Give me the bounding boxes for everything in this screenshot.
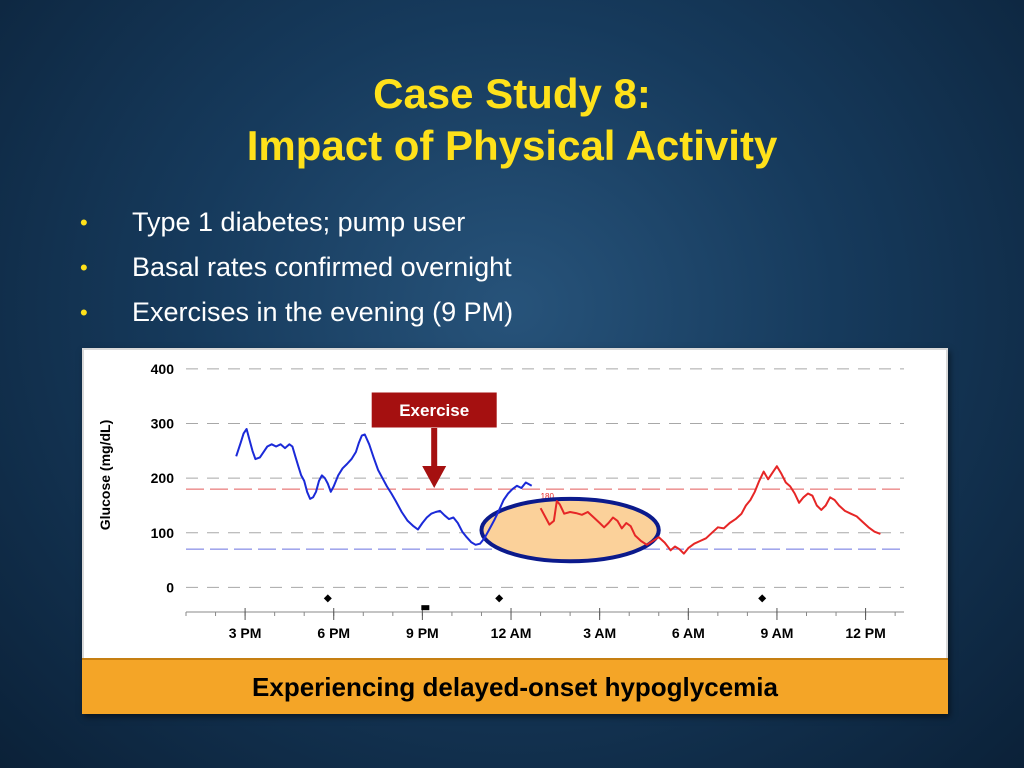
exercise-label-box: [370, 391, 498, 429]
bullet-item: • Type 1 diabetes; pump user: [78, 200, 978, 245]
bullet-text: Basal rates confirmed overnight: [132, 252, 512, 282]
x-tick-label: 12 PM: [845, 625, 885, 641]
glucose-chart: 0 100 200 300 400 3 PM 6 PM 9 PM 12 AM 3 AM 6 AM 9 …: [97, 361, 904, 641]
title-line-2: Impact of Physical Activity: [246, 122, 778, 169]
y-axis-label: Glucose (mg/dL): [97, 420, 113, 530]
bullet-text: Exercises in the evening (9 PM): [132, 297, 514, 327]
title-line-1: Case Study 8:: [373, 70, 651, 117]
x-tick-label: 3 AM: [583, 625, 616, 641]
banner-text: Experiencing delayed-onset hypoglycemia: [252, 671, 778, 702]
event-marker: [421, 605, 430, 611]
event-marker: [323, 594, 332, 603]
bullet-icon: •: [80, 300, 88, 325]
hypoglycemia-highlight-ellipse: [479, 496, 661, 564]
conclusion-banner: Experiencing delayed-onset hypoglycemia: [82, 658, 948, 714]
y-tick-label: 100: [151, 525, 175, 541]
bullet-item: • Basal rates confirmed overnight: [78, 245, 978, 290]
glucose-chart-panel: 0 100 200 300 400 3 PM 6 PM 9 PM 12 AM 3 AM 6 AM 9 …: [82, 348, 948, 714]
y-tick-label: 400: [151, 361, 175, 377]
x-tick-label: 9 PM: [406, 625, 439, 641]
bullet-text: Type 1 diabetes; pump user: [132, 207, 466, 237]
bullet-icon: •: [80, 210, 88, 235]
target-high-label: 180: [541, 492, 555, 501]
event-marker: [758, 594, 767, 603]
exercise-label: Exercise: [399, 401, 469, 420]
exercise-arrow-shaft: [431, 428, 438, 468]
x-tick-label: 6 PM: [317, 625, 350, 641]
bullet-list: • Type 1 diabetes; pump user • Basal rates…: [78, 200, 978, 335]
bullet-item: • Exercises in the evening (9 PM): [78, 290, 978, 335]
event-marker: [495, 594, 504, 603]
bullet-icon: •: [80, 255, 88, 280]
glucose-series-line-1: [235, 428, 533, 546]
slide-title: Case Study 8: Impact of Physical Activit…: [0, 68, 1024, 172]
x-tick-label: 12 AM: [491, 625, 532, 641]
y-tick-label: 300: [151, 416, 175, 432]
x-tick-label: 6 AM: [672, 625, 705, 641]
x-tick-label: 9 AM: [760, 625, 793, 641]
x-tick-label: 3 PM: [229, 625, 262, 641]
y-tick-label: 0: [166, 579, 174, 595]
exercise-arrow-head: [422, 466, 447, 488]
glucose-series-line-2: [539, 465, 881, 555]
y-tick-label: 200: [151, 470, 175, 486]
